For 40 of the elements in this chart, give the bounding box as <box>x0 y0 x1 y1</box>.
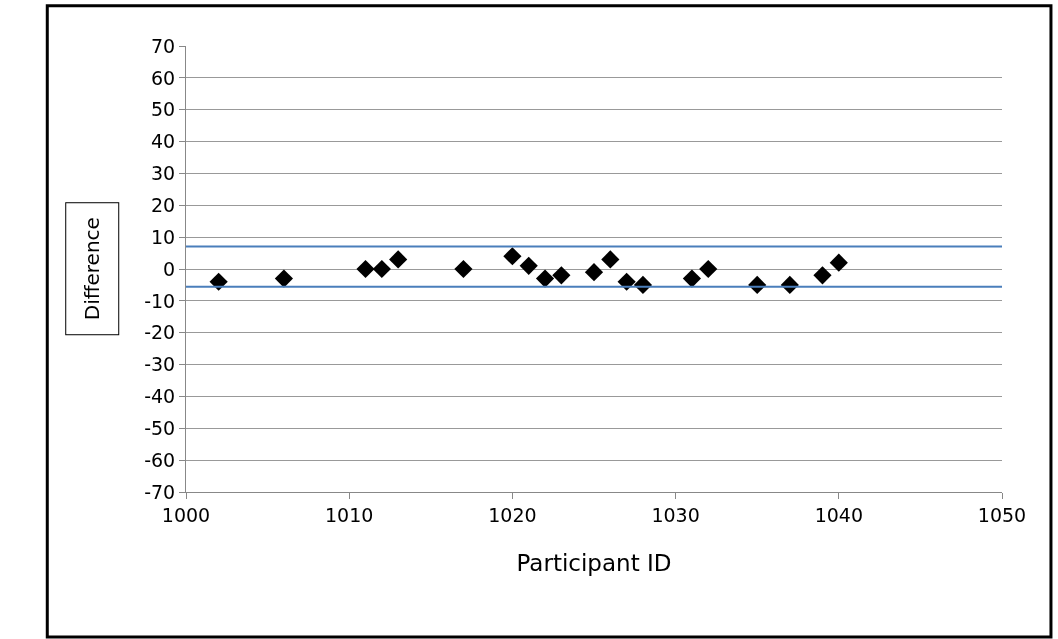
x-axis-title: Participant ID <box>516 550 672 577</box>
y-tick-label: -60 <box>144 448 176 471</box>
point <box>699 259 718 279</box>
point <box>389 250 408 269</box>
point <box>356 259 375 279</box>
point <box>682 269 702 288</box>
y-tick-label: -70 <box>144 480 176 503</box>
y-tick-label: -10 <box>144 289 176 312</box>
y-tick-label: 10 <box>151 225 176 248</box>
y-tick-label: -20 <box>144 321 176 344</box>
x-tick-label: 1050 <box>977 503 1027 526</box>
point <box>617 272 636 291</box>
y-tick-label: 70 <box>151 34 176 57</box>
point <box>584 263 604 282</box>
y-tick-label: 40 <box>151 130 176 153</box>
point <box>601 250 620 269</box>
x-tick-label: 1020 <box>488 503 537 526</box>
point <box>503 247 522 266</box>
y-axis-title: Difference <box>80 217 105 321</box>
point <box>372 259 391 279</box>
y-tick-label: 30 <box>151 162 176 185</box>
y-tick-label: 0 <box>163 257 176 280</box>
point <box>209 272 228 291</box>
x-tick-label: 1000 <box>161 503 211 526</box>
point <box>829 253 848 272</box>
point <box>535 269 555 288</box>
point <box>519 256 538 275</box>
y-tick-label: -40 <box>144 385 176 408</box>
y-tick-label: -30 <box>144 353 176 376</box>
y-tick-label: 20 <box>151 193 176 216</box>
y-tick-label: 50 <box>151 98 176 121</box>
x-tick-label: 1030 <box>651 503 700 526</box>
y-tick-label: 60 <box>151 66 176 89</box>
point <box>274 269 294 288</box>
point <box>454 259 473 279</box>
y-tick-label: -50 <box>144 416 176 439</box>
x-tick-label: 1010 <box>325 503 374 526</box>
x-tick-label: 1040 <box>814 503 863 526</box>
point <box>813 266 832 285</box>
point <box>552 266 571 285</box>
